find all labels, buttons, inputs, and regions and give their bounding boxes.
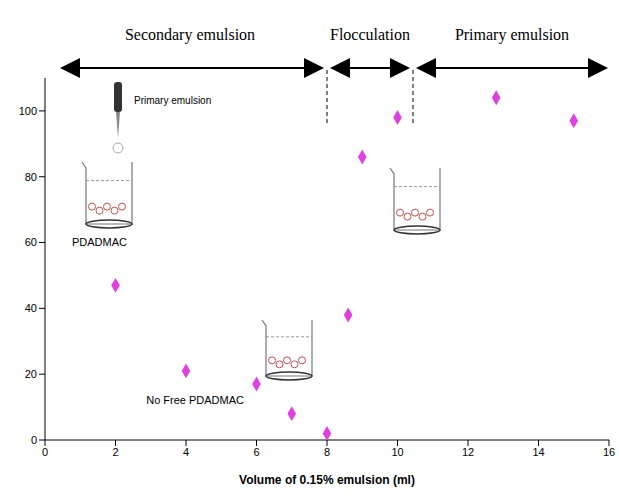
svg-text:80: 80 [25, 171, 37, 183]
svg-text:10: 10 [391, 446, 403, 458]
svg-text:100: 100 [19, 105, 37, 117]
svg-text:Secondary emulsion: Secondary emulsion [125, 26, 255, 44]
svg-text:No Free PDADMAC: No Free PDADMAC [146, 394, 244, 406]
svg-text:Flocculation: Flocculation [330, 26, 410, 43]
svg-text:0: 0 [42, 446, 48, 458]
svg-text:20: 20 [25, 368, 37, 380]
svg-text:6: 6 [253, 446, 259, 458]
svg-text:PDADMAC: PDADMAC [72, 236, 127, 248]
svg-text:Primary emulsion: Primary emulsion [134, 95, 211, 106]
svg-text:60: 60 [25, 236, 37, 248]
svg-text:14: 14 [532, 446, 544, 458]
svg-text:Primary emulsion: Primary emulsion [455, 26, 569, 44]
svg-text:12: 12 [462, 446, 474, 458]
svg-text:2: 2 [112, 446, 118, 458]
svg-text:0: 0 [31, 434, 37, 446]
svg-text:40: 40 [25, 302, 37, 314]
svg-text:16: 16 [603, 446, 615, 458]
svg-text:4: 4 [183, 446, 189, 458]
svg-text:8: 8 [324, 446, 330, 458]
svg-text:Volume of 0.15% emulsion (ml): Volume of 0.15% emulsion (ml) [239, 473, 415, 487]
